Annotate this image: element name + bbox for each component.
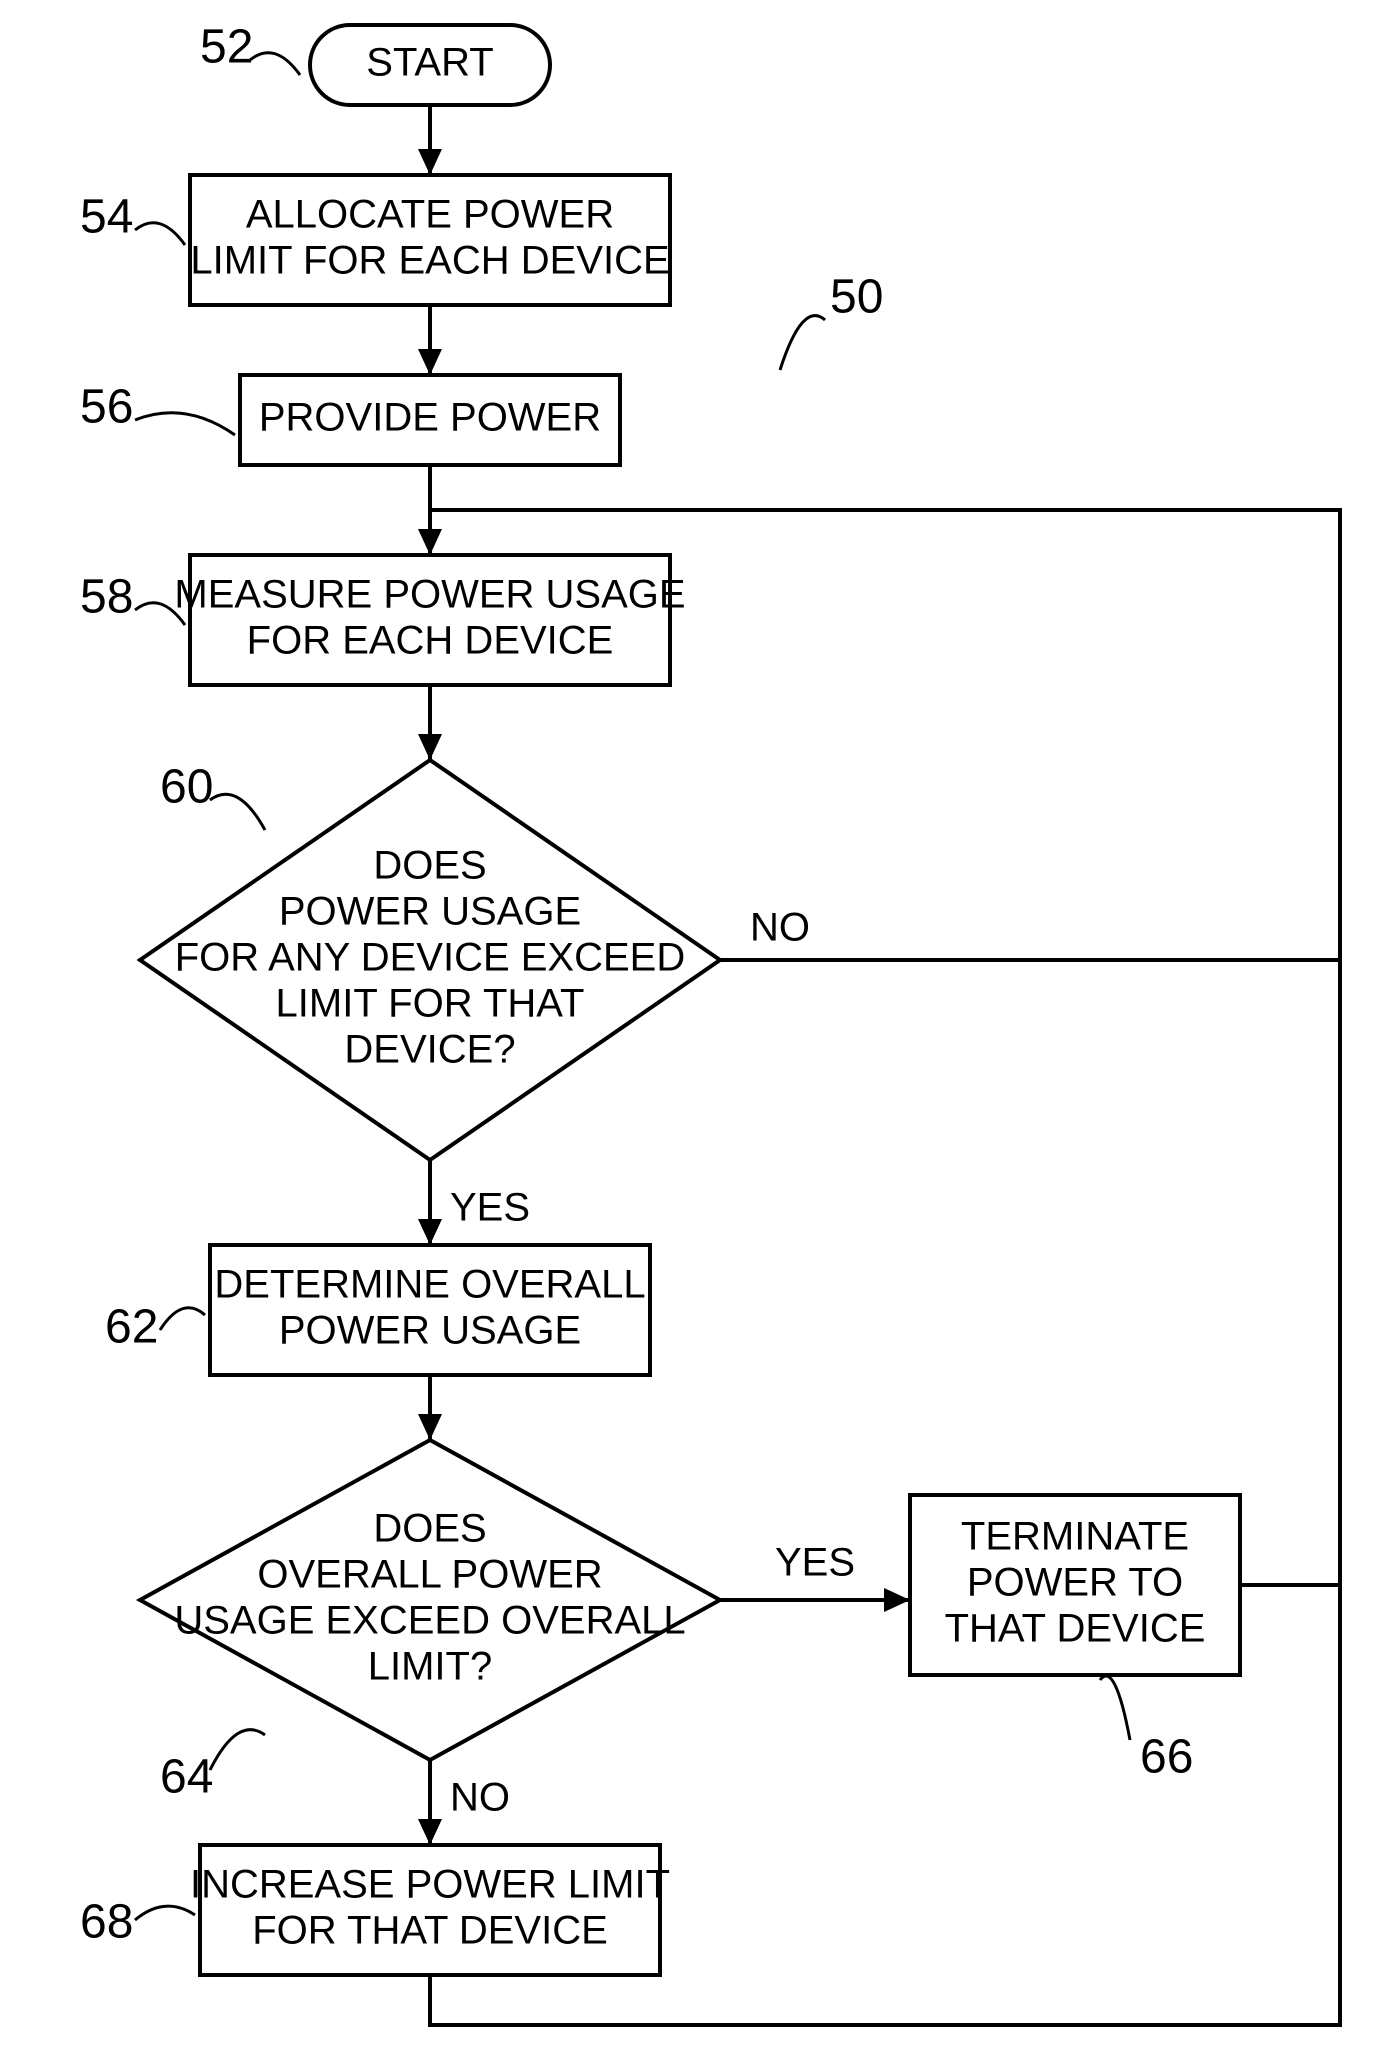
node-n64: DOESOVERALL POWERUSAGE EXCEED OVERALLLIM…	[140, 1440, 720, 1760]
edge-label: NO	[450, 1776, 510, 1820]
node-n68: INCREASE POWER LIMITFOR THAT DEVICE	[190, 1845, 670, 1975]
node-n54: ALLOCATE POWERLIMIT FOR EACH DEVICE	[190, 175, 670, 305]
node-text: OVERALL POWER	[257, 1553, 602, 1597]
ref-label: 62	[105, 1301, 158, 1354]
node-n60: DOESPOWER USAGEFOR ANY DEVICE EXCEEDLIMI…	[140, 760, 720, 1160]
node-text: INCREASE POWER LIMIT	[190, 1863, 670, 1907]
node-text: LIMIT FOR THAT	[276, 982, 585, 1026]
ref-label: 52	[200, 21, 253, 74]
node-text: START	[366, 41, 493, 85]
node-text: DOES	[373, 1507, 486, 1551]
node-n66: TERMINATEPOWER TOTHAT DEVICE	[910, 1495, 1240, 1675]
node-text: POWER USAGE	[279, 1309, 581, 1353]
node-text: DETERMINE OVERALL	[214, 1263, 645, 1307]
ref-label: 68	[80, 1896, 133, 1949]
node-n56: PROVIDE POWER	[240, 375, 620, 465]
ref-label: 60	[160, 761, 213, 814]
ref-leader	[1100, 1676, 1130, 1740]
node-text: MEASURE POWER USAGE	[174, 573, 685, 617]
ref-label: 50	[830, 271, 883, 324]
edge-label: YES	[775, 1541, 855, 1585]
node-text: LIMIT FOR EACH DEVICE	[190, 239, 669, 283]
node-n58: MEASURE POWER USAGEFOR EACH DEVICE	[174, 555, 685, 685]
ref-leader	[210, 794, 265, 830]
ref-label: 66	[1140, 1731, 1193, 1784]
ref-leader	[135, 223, 185, 245]
ref-label: 56	[80, 381, 133, 434]
ref-leader	[210, 1730, 265, 1770]
node-text: DOES	[373, 844, 486, 888]
node-start: START	[310, 25, 550, 105]
node-text: FOR THAT DEVICE	[252, 1909, 608, 1953]
edge-label: NO	[750, 906, 810, 950]
ref-leader	[780, 316, 825, 370]
ref-label: 54	[80, 191, 133, 244]
node-text: ALLOCATE POWER	[246, 193, 614, 237]
ref-label: 64	[160, 1751, 213, 1804]
ref-label: 58	[80, 571, 133, 624]
node-text: TERMINATE	[961, 1515, 1189, 1559]
ref-leader	[250, 53, 300, 75]
node-text: FOR EACH DEVICE	[247, 619, 614, 663]
node-text: LIMIT?	[368, 1645, 492, 1689]
edge-label: YES	[450, 1186, 530, 1230]
node-text: THAT DEVICE	[945, 1607, 1206, 1651]
node-n62: DETERMINE OVERALLPOWER USAGE	[210, 1245, 650, 1375]
ref-leader	[135, 413, 235, 435]
node-text: PROVIDE POWER	[259, 396, 601, 440]
ref-leader	[135, 1906, 195, 1920]
node-text: POWER TO	[967, 1561, 1183, 1605]
node-text: FOR ANY DEVICE EXCEED	[175, 936, 686, 980]
node-text: POWER USAGE	[279, 890, 581, 934]
ref-leader	[160, 1308, 205, 1330]
node-text: USAGE EXCEED OVERALL	[174, 1599, 685, 1643]
node-text: DEVICE?	[344, 1028, 515, 1072]
flow-edge	[1240, 960, 1340, 1585]
